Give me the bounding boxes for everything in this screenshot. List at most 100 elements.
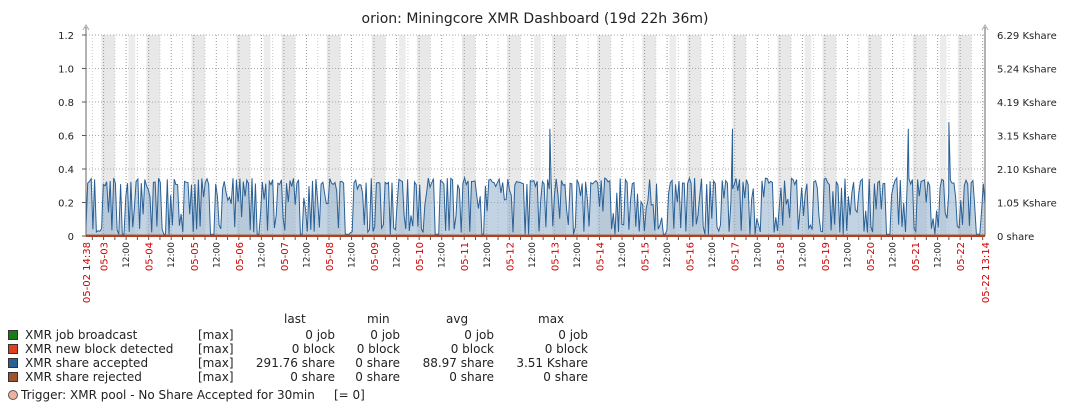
x-noon-label: 12:00 [257,242,267,268]
x-noon-label: 12:00 [753,242,763,268]
legend-last-value: 0 job [305,328,335,342]
x-noon-label: 12:00 [889,242,899,268]
x-noon-label: 12:00 [663,242,673,268]
trigger-dot-icon [8,390,18,400]
legend-aggregation: [max] [198,342,234,356]
x-day-label: 05-21 [911,242,922,271]
x-noon-label: 12:00 [843,242,853,268]
x-noon-label: 12:00 [618,242,628,268]
legend-avg-value: 0 job [464,328,494,342]
night-band [371,35,386,236]
legend-series-name: XMR new block detected [25,342,174,356]
y2-tick-label: 0 share [997,232,1034,243]
legend-max-value: 3.51 Kshare [516,356,588,370]
x-noon-label: 12:00 [934,242,944,268]
x-day-label: 05-10 [415,242,426,271]
legend-header-min: min [367,312,390,326]
x-day-label: 05-04 [145,242,156,271]
series-accepted-area [86,122,985,236]
legend-min-value: 0 share [355,356,400,370]
legend-series-name: XMR share rejected [25,370,142,384]
night-band [642,35,656,236]
y-tick-label: 0.8 [58,98,74,109]
legend-avg-value: 88.97 share [422,356,494,370]
legend-swatch [8,344,18,354]
y2-tick-label: 5.24 Kshare [997,65,1057,76]
legend-header-last: last [284,312,306,326]
legend-avg-value: 0 share [449,370,494,384]
legend-swatch [8,330,18,340]
legend-row: XMR new block detected [max] 0 block 0 bloc… [8,342,608,356]
x-day-label: 05-22 [956,242,967,271]
y-tick-label: 1.2 [58,31,74,42]
legend-row: XMR share rejected [max] 0 share 0 share 0 s… [8,370,608,384]
legend-last-value: 291.76 share [255,356,335,370]
legend-row: XMR job broadcast [max] 0 job 0 job 0 job 0 j… [8,328,608,342]
y2-tick-label: 1.05 Kshare [997,199,1057,210]
x-noon-label: 12:00 [122,242,132,268]
legend-aggregation: [max] [198,370,234,384]
x-day-label: 05-12 [505,242,516,271]
y-axis-arrow-icon [82,24,90,31]
axes [82,24,989,240]
x-day-label: 05-16 [686,242,697,271]
off-band [263,35,271,236]
off-band [534,35,541,236]
x-noon-label: 12:00 [528,242,538,268]
y-tick-label: 0.2 [58,199,74,210]
trigger-line: Trigger: XMR pool - No Share Accepted fo… [8,388,365,402]
x-noon-label: 12:00 [302,242,312,268]
x-noon-label: 12:00 [798,242,808,268]
y2-tick-label: 4.19 Kshare [997,98,1057,109]
chart-title: orion: Miningcore XMR Dashboard (19d 22h… [362,11,709,27]
legend-swatch [8,358,18,368]
off-band [939,35,947,236]
x-end-label: 05-22 13:14 [981,242,992,303]
x-noon-label: 12:00 [483,242,493,268]
legend-row: XMR share accepted [max] 291.76 share 0 sha… [8,356,608,370]
x-day-label: 05-14 [595,242,606,271]
x-day-label: 05-17 [731,242,742,271]
y-tick-label: 0 [68,232,74,243]
x-noon-label: 12:00 [167,242,177,268]
legend-swatch [8,372,18,382]
legend-max-value: 0 block [544,342,588,356]
y2-tick-label: 3.15 Kshare [997,132,1057,143]
x-day-label: 05-03 [100,242,111,271]
x-day-label: 05-09 [370,242,381,271]
series-accepted-line [85,122,986,235]
legend-aggregation: [max] [198,356,234,370]
y-tick-label: 1.0 [58,65,74,76]
night-band [777,35,792,236]
night-band [146,35,160,236]
off-band [669,35,677,236]
y-tick-label: 0.4 [58,165,74,176]
legend-series-name: XMR share accepted [25,356,149,370]
trigger-value: [= 0] [333,388,365,402]
axis-labels: 0 0 share 0.2 1.05 Kshare 0.4 2.10 Kshare 0.6 3… [58,31,1057,303]
x-day-label: 05-18 [776,242,787,271]
y2-tick-label: 6.29 Kshare [997,31,1057,42]
legend-avg-value: 0 block [450,342,494,356]
x-noon-label: 12:00 [438,242,448,268]
off-band [398,35,406,236]
x-day-label: 05-06 [235,242,246,271]
legend-last-value: 0 block [291,342,335,356]
legend-min-value: 0 block [356,342,400,356]
x-noon-label: 12:00 [393,242,403,268]
chart-graph: 0 0 share 0.2 1.05 Kshare 0.4 2.10 Kshare 0.6 3… [58,11,1057,303]
legend-header-max: max [538,312,565,326]
legend-max-value: 0 share [543,370,588,384]
x-day-label: 05-15 [641,242,652,271]
legend-header-avg: avg [446,312,469,326]
y2-tick-label: 2.10 Kshare [997,165,1057,176]
legend-min-value: 0 share [355,370,400,384]
legend-max-value: 0 job [558,328,588,342]
x-noon-label: 12:00 [212,242,222,268]
grid-lines [86,34,985,236]
x-day-label: 05-11 [460,242,471,271]
y-tick-label: 0.6 [58,132,74,143]
x-day-label: 05-20 [866,242,877,271]
off-band [804,35,812,236]
legend-min-value: 0 job [370,328,400,342]
